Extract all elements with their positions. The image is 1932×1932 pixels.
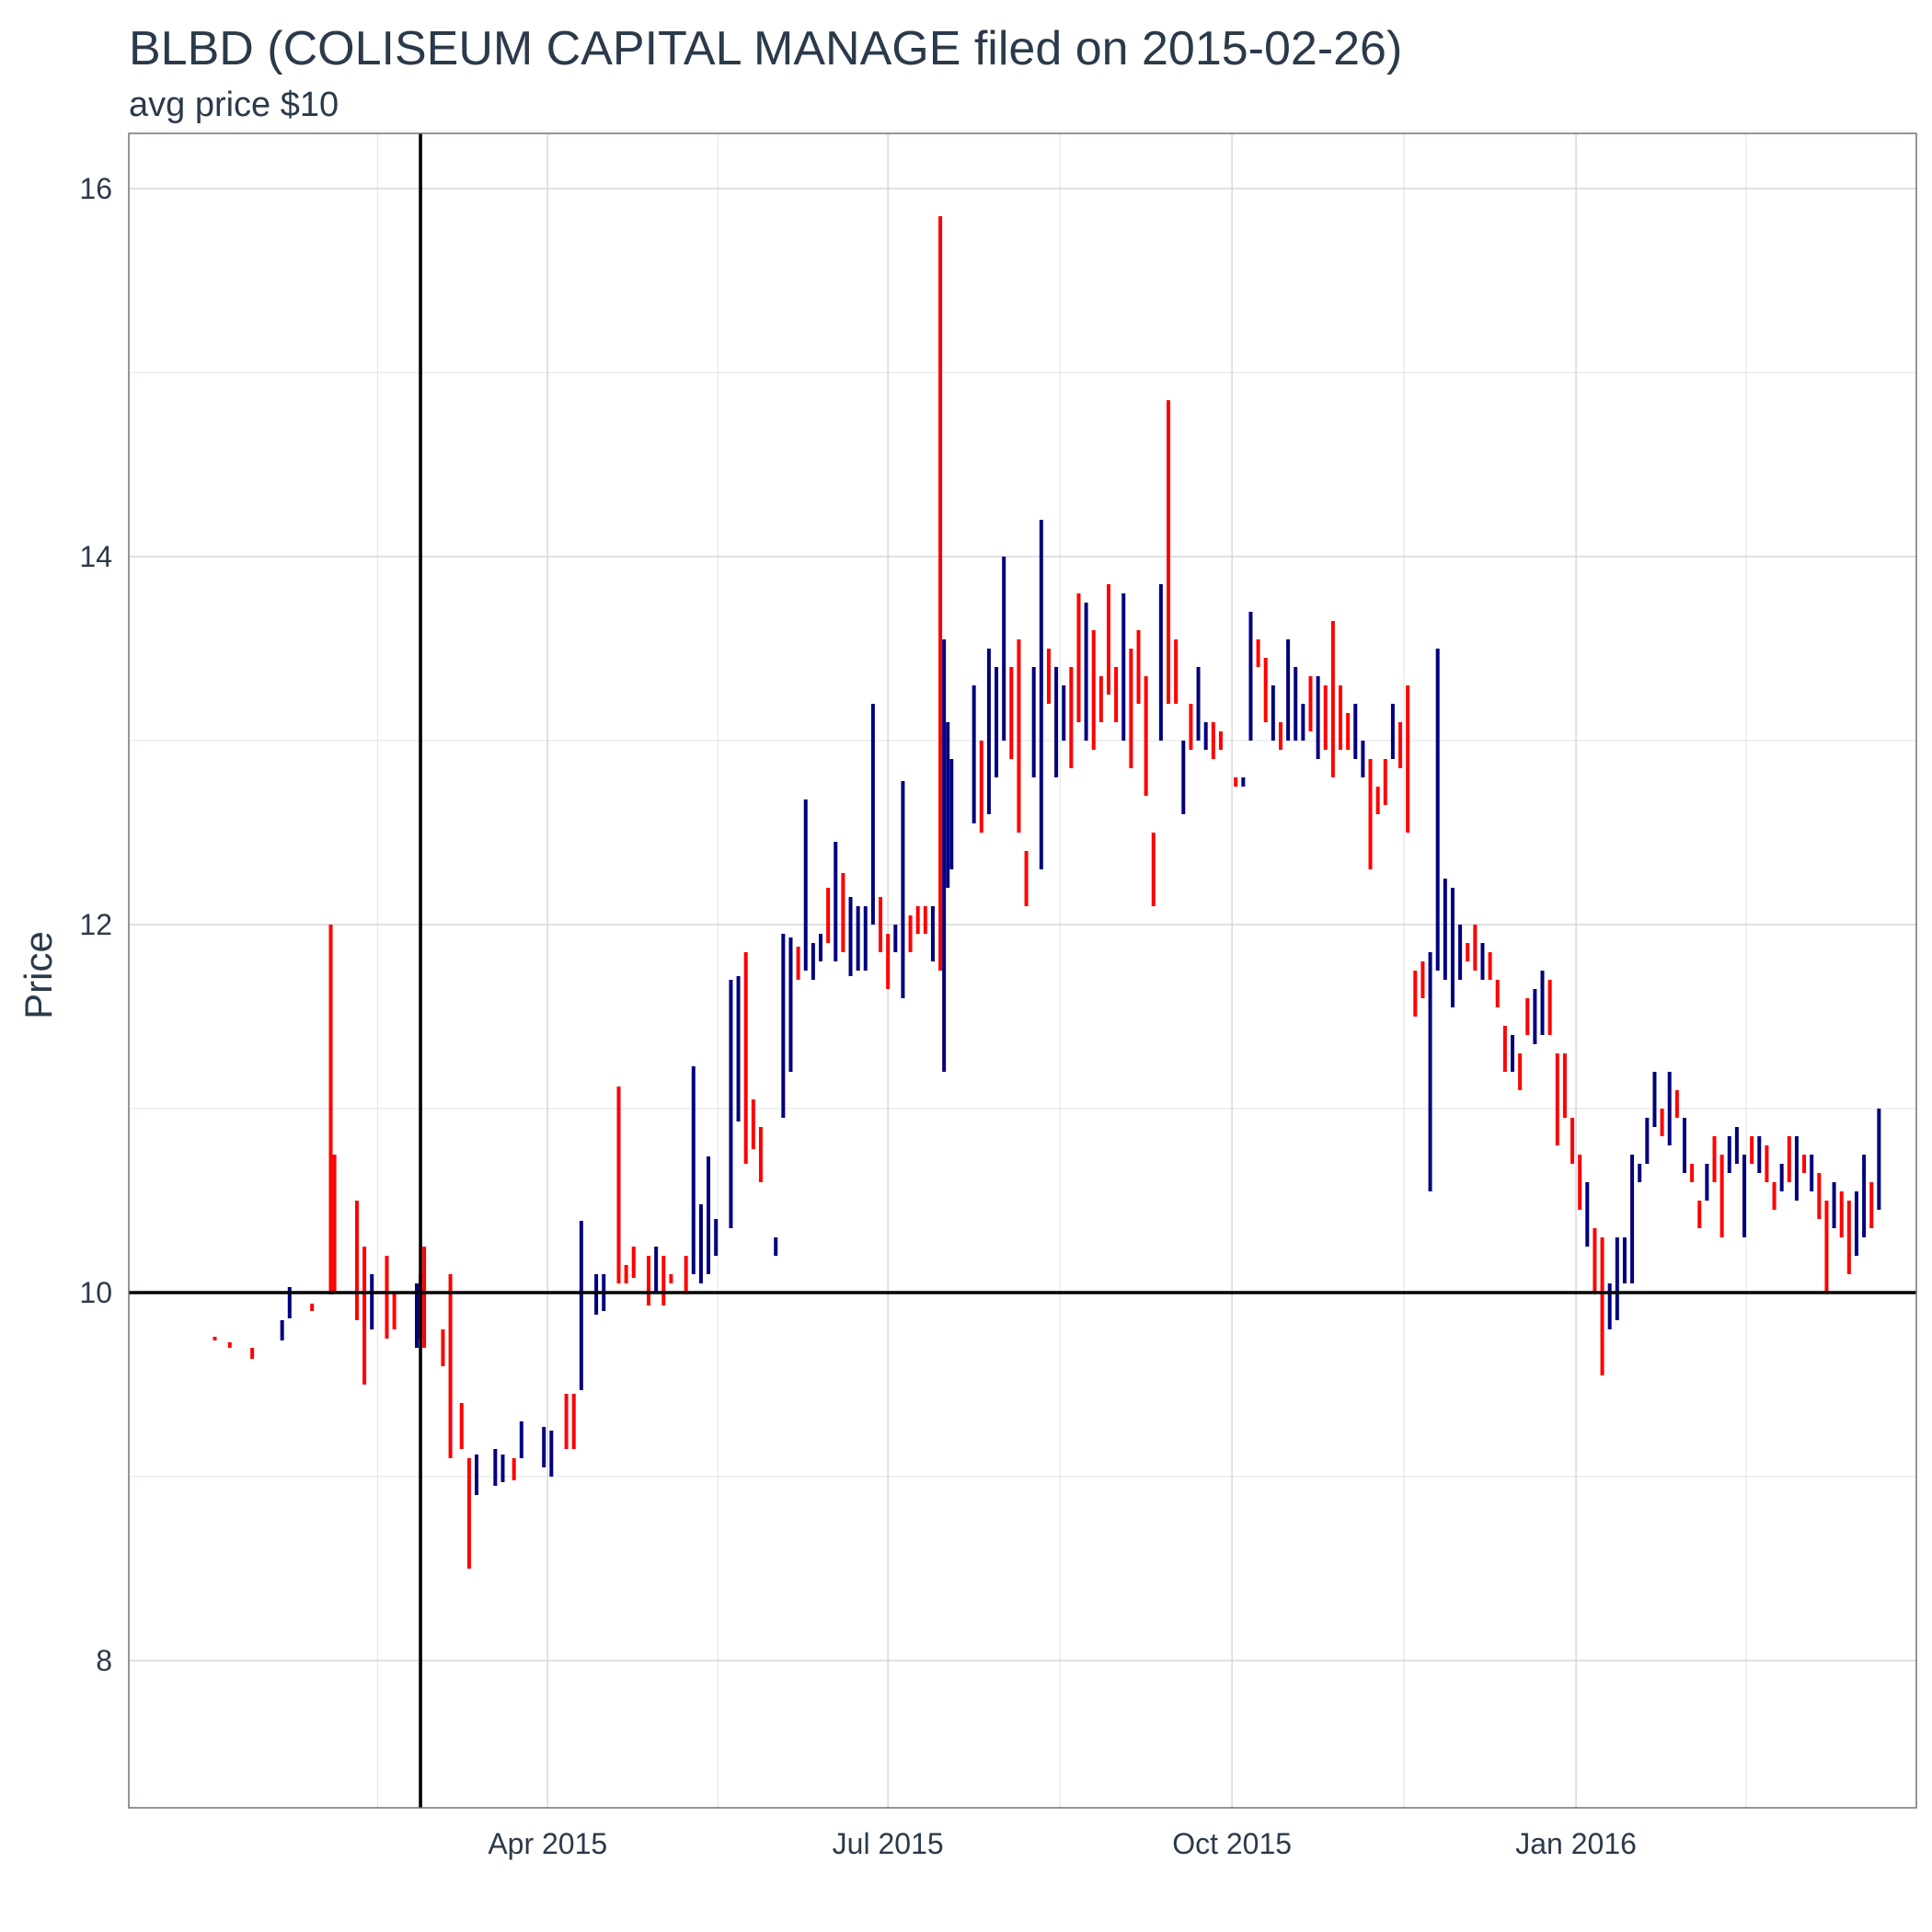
price-bars: [213, 216, 1881, 1569]
y-axis-tick-labels: 8 10 12 14 16: [79, 172, 112, 1677]
y-tick-label: 12: [79, 908, 112, 941]
reference-lines: [129, 133, 1916, 1808]
y-tick-label: 14: [79, 540, 112, 573]
chart-title: BLBD (COLISEUM CAPITAL MANAGE filed on 2…: [129, 22, 1402, 75]
y-tick-label: 16: [79, 172, 112, 205]
x-tick-label: Apr 2015: [488, 1827, 607, 1860]
x-tick-label: Oct 2015: [1172, 1827, 1292, 1860]
x-axis-tick-labels: Apr 2015 Jul 2015 Oct 2015 Jan 2016: [488, 1827, 1637, 1860]
gridlines: [129, 133, 1916, 1808]
y-tick-label: 8: [96, 1644, 112, 1677]
y-tick-label: 10: [79, 1276, 112, 1309]
x-tick-label: Jan 2016: [1515, 1827, 1637, 1860]
chart-subtitle: avg price $10: [129, 86, 339, 124]
plot-panel-border: [128, 132, 1917, 1809]
y-axis-title: Price: [17, 931, 60, 1019]
x-tick-label: Jul 2015: [833, 1827, 944, 1860]
